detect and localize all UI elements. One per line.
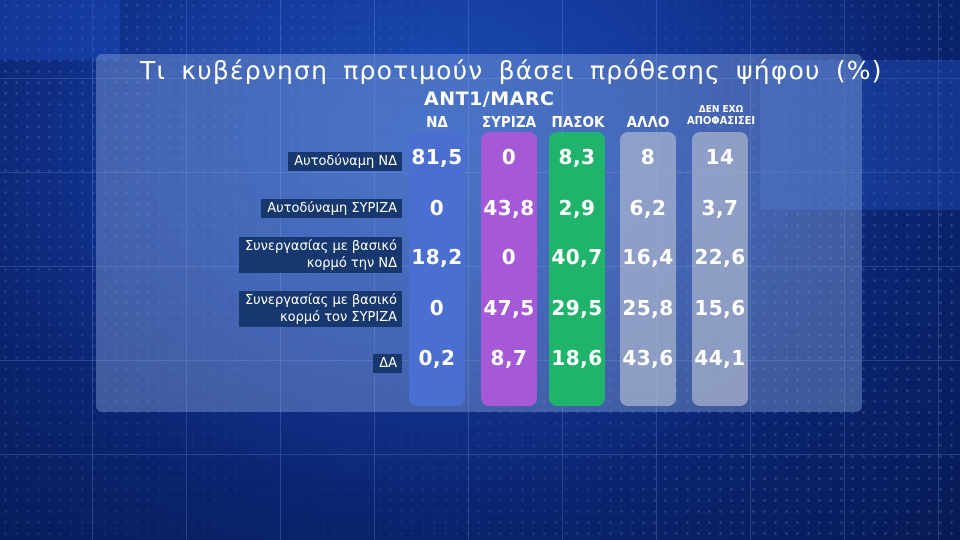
cell: 14 xyxy=(705,145,735,169)
cell: 18,6 xyxy=(551,346,603,370)
cell: 15,6 xyxy=(694,296,746,320)
cell: 0 xyxy=(501,245,517,269)
cell: 44,1 xyxy=(694,346,746,370)
cell: 0 xyxy=(429,196,445,220)
row-label: ΔΑ xyxy=(373,354,402,373)
background-block xyxy=(760,60,960,210)
cell: 0,2 xyxy=(418,346,456,370)
cell: 8 xyxy=(640,145,656,169)
cell: 3,7 xyxy=(701,196,739,220)
cell: 16,4 xyxy=(622,245,674,269)
cell: 22,6 xyxy=(694,245,746,269)
cell: 0 xyxy=(501,145,517,169)
column-header-syriza: ΣΥΡΙΖΑ xyxy=(481,113,537,131)
row-label: Αυτοδύναμη ΣΥΡΙΖΑ xyxy=(261,199,402,218)
column-syriza xyxy=(481,132,537,406)
background-block xyxy=(0,0,120,60)
column-nd xyxy=(409,132,465,406)
row-label: Συνεργασίας με βασικό κορμό τον ΣΥΡΙΖΑ xyxy=(238,291,402,327)
column-header-pasok: ΠΑΣΟΚ xyxy=(551,113,605,131)
cell: 2,9 xyxy=(558,196,596,220)
column-header-undecided-line2: ΑΠΟΦΑΣΙΣΕΙ xyxy=(686,114,756,127)
cell: 6,2 xyxy=(629,196,667,220)
cell: 18,2 xyxy=(411,245,463,269)
row-label: Αυτοδύναμη ΝΔ xyxy=(288,152,402,171)
cell: 8,3 xyxy=(558,145,596,169)
cell: 25,8 xyxy=(622,296,674,320)
cell: 0 xyxy=(429,296,445,320)
column-header-undecided: ΔΕΝ ΕΧΩ ΑΠΟΦΑΣΙΣΕΙ xyxy=(682,104,760,126)
chart-title: Τι κυβέρνηση προτιμούν βάσει πρόθεσης ψή… xyxy=(140,56,883,85)
column-pasok xyxy=(549,132,605,406)
column-undecided xyxy=(692,132,748,406)
row-label: Συνεργασίας με βασικό κορμό την ΝΔ xyxy=(238,237,402,273)
cell: 43,6 xyxy=(622,346,674,370)
chart-source: ANT1/MARC xyxy=(424,88,555,110)
cell: 29,5 xyxy=(551,296,603,320)
column-header-undecided-line1: ΔΕΝ ΕΧΩ xyxy=(698,104,744,115)
column-allo xyxy=(620,132,676,406)
cell: 43,8 xyxy=(483,196,535,220)
cell: 40,7 xyxy=(551,245,603,269)
column-header-allo: ΑΛΛΟ xyxy=(626,113,670,131)
cell: 47,5 xyxy=(483,296,535,320)
cell: 8,7 xyxy=(490,346,528,370)
cell: 81,5 xyxy=(411,145,463,169)
column-header-nd: ΝΔ xyxy=(426,113,448,131)
